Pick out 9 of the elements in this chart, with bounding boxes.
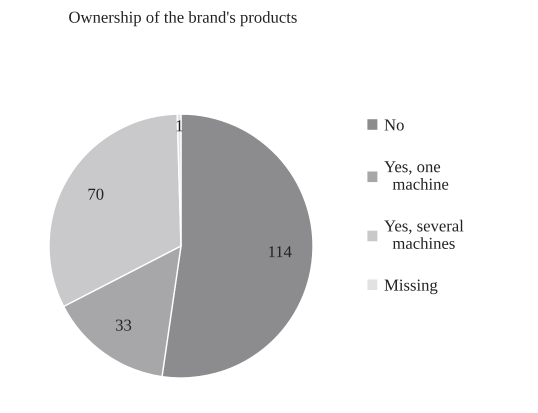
data-label: 1 [176, 120, 182, 132]
legend-label: No [384, 119, 404, 131]
data-label: 33 [116, 320, 132, 331]
data-label: 70 [88, 188, 104, 200]
chart-title: Ownership of the brand's products [69, 10, 297, 26]
legend-label: Yes, several machines [384, 220, 464, 249]
data-label: 114 [269, 246, 292, 258]
legend-label: Missing [384, 280, 438, 294]
legend-label: Yes, one machine [384, 161, 448, 190]
